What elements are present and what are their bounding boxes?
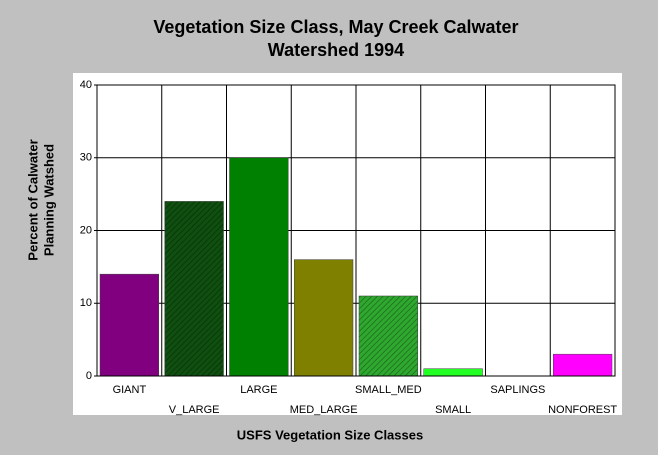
bar <box>553 353 613 377</box>
bar <box>423 368 483 377</box>
chart-title: Vegetation Size Class, May Creek Calwate… <box>153 17 518 37</box>
x-tick-label: SMALL <box>435 404 471 416</box>
x-axis-label: USFS Vegetation Size Classes <box>237 427 423 442</box>
x-tick-label: SMALL_MED <box>355 384 422 396</box>
y-tick-label: 30 <box>80 152 92 164</box>
bar <box>99 273 159 377</box>
y-axis-label: Planning Watshed <box>41 144 56 256</box>
x-tick-label: LARGE <box>240 384 277 396</box>
bar <box>164 201 224 377</box>
x-tick-label: MED_LARGE <box>290 404 358 416</box>
y-tick-label: 0 <box>86 370 92 382</box>
bar <box>358 295 418 377</box>
y-tick-label: 20 <box>80 224 92 236</box>
x-tick-label: GIANT <box>113 384 147 396</box>
y-tick-label: 10 <box>80 297 92 309</box>
plot-frame <box>96 84 616 377</box>
x-tick-label: V_LARGE <box>169 404 220 416</box>
y-axis-label: Percent of Calwater <box>25 139 40 260</box>
chart-title: Watershed 1994 <box>268 40 404 60</box>
bar <box>229 157 289 377</box>
y-tick-label: 40 <box>80 79 92 91</box>
bar <box>294 259 354 377</box>
x-tick-label: NONFOREST <box>548 404 617 416</box>
x-tick-label: SAPLINGS <box>490 384 545 396</box>
